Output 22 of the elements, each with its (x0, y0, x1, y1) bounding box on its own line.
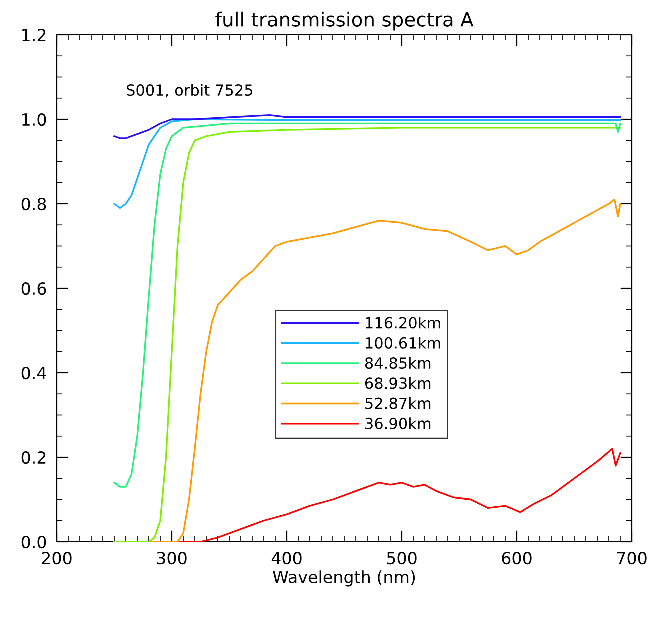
legend-label: 52.87km (366, 397, 431, 410)
x-tick-label: 500 (387, 552, 417, 565)
legend-label: 84.85km (365, 357, 431, 370)
legend-label: 116.20km (366, 316, 440, 329)
chart-title: full transmission spectra A (216, 12, 474, 31)
y-tick-label: 0.0 (22, 536, 46, 549)
x-tick-label: 600 (502, 552, 532, 565)
y-tick-label: 0.2 (22, 451, 46, 464)
y-tick-label: 0.4 (22, 366, 46, 380)
y-tick-label: 0.6 (22, 282, 46, 296)
x-tick-label: 200 (42, 552, 72, 565)
legend-label: 36.90km (366, 418, 431, 430)
x-tick-label: 700 (617, 552, 647, 565)
legend-label: 68.93km (365, 377, 431, 390)
y-tick-label: 0.8 (22, 198, 46, 211)
legend-label: 100.61km (366, 337, 440, 349)
y-tick-label: 1.0 (22, 113, 46, 126)
x-axis-title: Wavelength (nm) (273, 570, 416, 587)
x-tick-label: 400 (272, 552, 302, 565)
y-tick-label: 1.2 (22, 28, 46, 42)
annotation: S001, orbit 7525 (127, 84, 253, 98)
x-tick-label: 300 (157, 552, 187, 565)
